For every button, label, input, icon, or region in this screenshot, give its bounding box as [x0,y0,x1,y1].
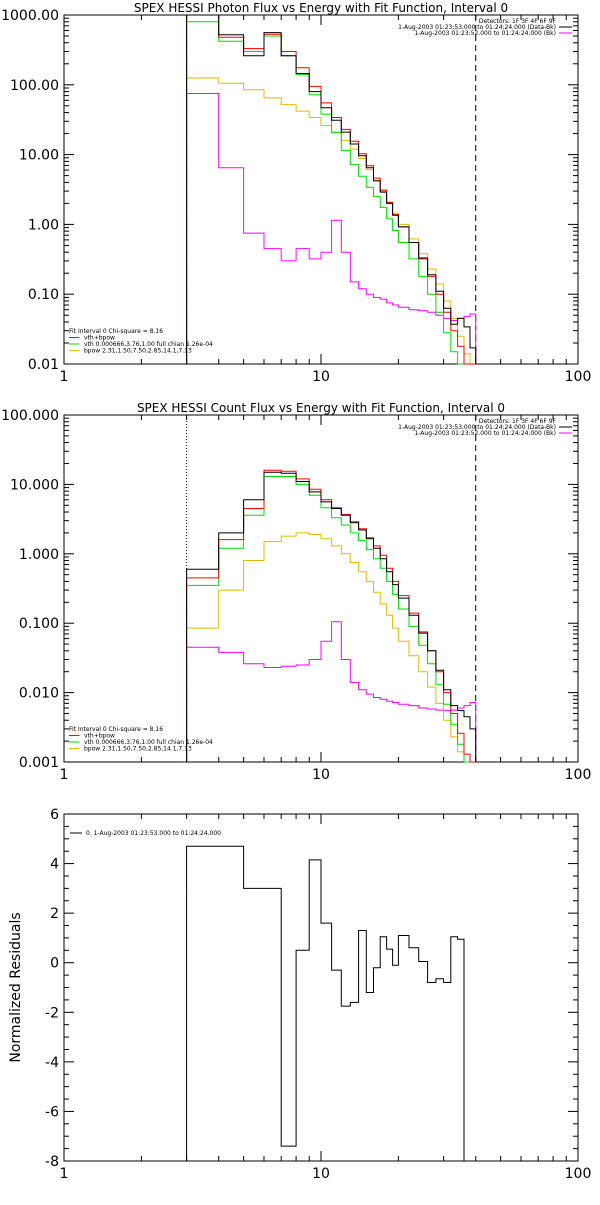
panel3-x-tick-label: 1 [60,1166,69,1182]
panel1-legend-top-entry: 1-Aug-2003 01:23:53.000 to 01:24:24.000 … [398,24,556,31]
panel2-x-tick-label: 100 [565,767,592,783]
panel1-x-tick-label: 10 [312,369,330,385]
panel3-legend-entry: 0. 1-Aug-2003 01:23:53.000 to 01:24:24.0… [86,830,221,837]
panel2-series-bpow [186,532,476,763]
panel1-y-tick-label: 1000.00 [1,8,59,24]
panel1-x-tick-label: 1 [60,369,69,385]
panel2-series-background [186,621,477,762]
panel3-y-tick-label: -4 [45,1055,59,1071]
panel3-y-axis-label: Normalized Residuals [8,912,24,1062]
panel1-x-tick-label: 100 [565,369,592,385]
panel2-legend-bottom-entry: Fit Interval 0 Chi-square = 8.16 [69,726,163,733]
panel1-legend-bottom-entry: vth 0.000666,3.76,1.00 full chian 1.26e-… [84,341,213,348]
panel2-y-tick-label: 10.000 [10,477,59,493]
panel1-y-tick-label: 1.00 [28,217,59,233]
panel1-legend-top-entry: 1-Aug-2003 01:23:52.000 to 01:24:24.000 … [414,30,556,37]
panel1-legend-bottom-entry: bpow 2.31,1.50,7.50,2.85,14.1,7.13 [84,348,192,355]
panel1-legend-bottom-entry: vth+bpow [84,335,115,342]
panel3-y-tick-label: 6 [50,807,59,823]
panel1-series-model-total [186,14,476,365]
panel2-y-tick-label: 1.000 [19,547,59,563]
panel1-series-background [186,93,477,364]
panel2-series-vth [186,476,476,763]
panel2-y-tick-label: 0.010 [19,686,59,702]
panel2-x-tick-label: 10 [312,767,330,783]
panel2-legend-top-entry: 1-Aug-2003 01:23:52.000 to 01:24:24.000 … [414,430,556,437]
panel1-legend-bottom-entry: Fit Interval 0 Chi-square = 8.16 [69,328,163,335]
panel1-y-tick-label: 0.01 [28,357,59,373]
panel3-y-tick-label: 0 [50,956,59,972]
panel2-legend-bottom-entry: bpow 2.31,1.50,7.50,2.85,14.1,7.13 [84,746,192,753]
panel2-legend-top-entry: 1-Aug-2003 01:23:53.000 to 01:24:24.000 … [398,424,556,431]
panel3-x-tick-label: 100 [565,1166,592,1182]
panel1-y-tick-label: 10.00 [19,148,59,164]
panel1-y-tick-label: 0.10 [28,287,59,303]
panel1-plot-frame [63,14,579,365]
panel2-y-tick-label: 0.001 [19,755,59,771]
panel1-y-tick-label: 100.00 [10,78,59,94]
panel2-y-tick-label: 0.100 [19,616,59,632]
panel3-x-tick-label: 10 [312,1166,330,1182]
panel3-y-tick-label: -8 [45,1154,59,1170]
panel2-legend-top-entry: Detectors: 1F 3F 4F 6F 9F [479,418,557,425]
panel2-chart-title: SPEX HESSI Count Flux vs Energy with Fit… [137,401,505,415]
panel2-legend-bottom-entry: vth+bpow [84,733,115,740]
panel2-legend-bottom-entry: vth 0.000666,3.76,1.00 full chian 1.26e-… [84,739,213,746]
panel2-y-tick-label: 100.000 [1,408,59,424]
panel3-y-tick-label: 2 [50,906,59,922]
panel1-legend-top-entry: Detectors: 1F 3F 4F 6F 9F [479,18,557,25]
panel1-series-data [186,14,477,364]
panel3-y-tick-label: 4 [50,857,59,873]
panel3-y-tick-label: -6 [45,1104,59,1120]
panel3-y-tick-label: -2 [45,1005,59,1021]
panel2-series-data [186,471,477,762]
panel2-plot-frame [63,414,579,763]
panel2-x-tick-label: 1 [60,767,69,783]
panel1-chart-title: SPEX HESSI Photon Flux vs Energy with Fi… [134,1,508,15]
panel3-series-data [186,845,476,1162]
